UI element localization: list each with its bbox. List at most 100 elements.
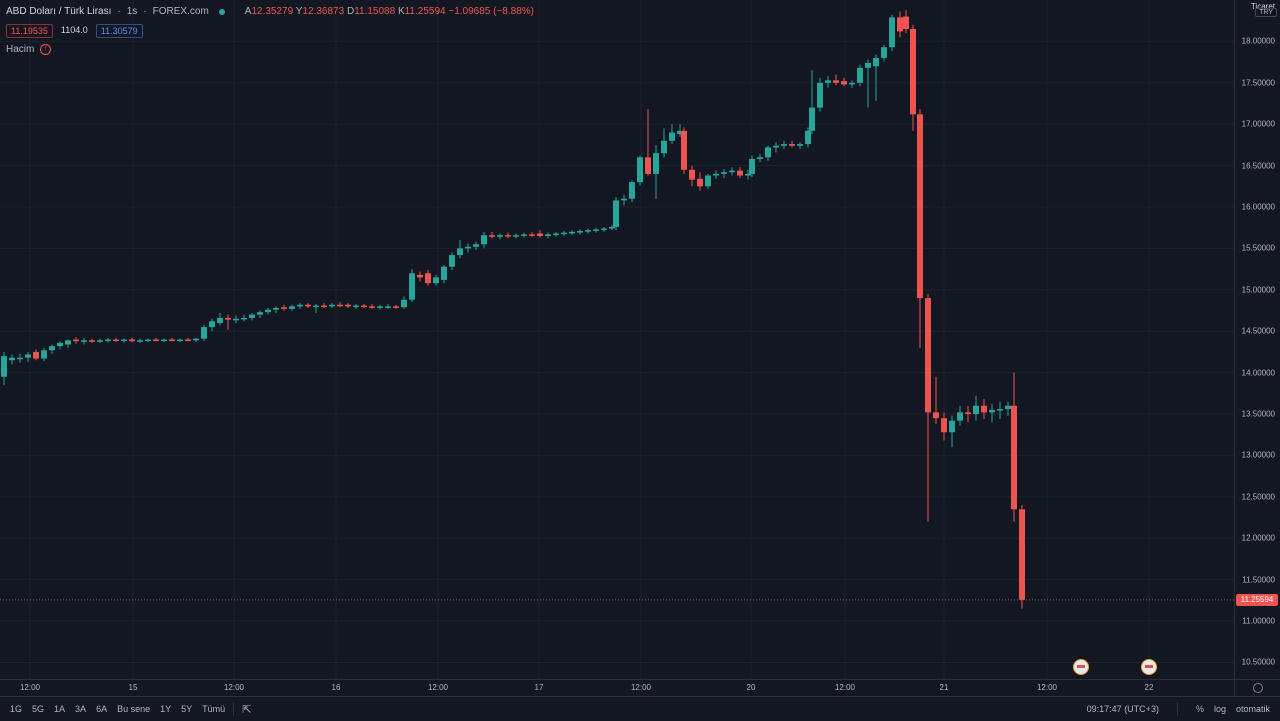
percent-toggle[interactable]: % — [1195, 704, 1204, 714]
candle — [773, 142, 779, 153]
candle — [489, 231, 495, 239]
candle-body — [1005, 405, 1011, 410]
candle — [121, 338, 127, 343]
range-button[interactable]: 3A — [75, 704, 87, 714]
chart-canvas[interactable] — [0, 0, 1234, 679]
range-button[interactable]: 6A — [96, 704, 108, 714]
candle-body — [577, 231, 583, 233]
range-button[interactable]: 1G — [10, 704, 23, 714]
candle — [345, 303, 351, 309]
warning-icon[interactable]: ! — [40, 44, 52, 55]
candle-body — [265, 309, 271, 313]
price-tick-label: 14.00000 — [1241, 368, 1275, 378]
range-button[interactable]: 5G — [32, 704, 45, 714]
candle — [417, 271, 423, 282]
candle-body — [745, 173, 751, 176]
candle — [873, 54, 879, 102]
clock-time[interactable]: 09:17:47 (UTC+3) — [1086, 704, 1159, 714]
candle — [25, 351, 31, 362]
axis-corner[interactable] — [1234, 679, 1280, 696]
range-button[interactable]: 5Y — [181, 704, 193, 714]
candle-body — [297, 304, 303, 307]
price-tick-label: 13.50000 — [1241, 409, 1275, 419]
candle — [401, 296, 407, 309]
candle — [233, 315, 239, 323]
candle-body — [689, 169, 695, 180]
candle — [329, 303, 335, 309]
candle-body — [797, 144, 803, 146]
candle — [849, 80, 855, 88]
candle — [377, 304, 383, 310]
candle — [89, 338, 95, 343]
candle-body — [537, 233, 543, 236]
time-tick-label: 21 — [939, 683, 949, 692]
log-toggle[interactable]: log — [1213, 704, 1226, 714]
candle-body — [473, 244, 479, 247]
candle-body — [889, 17, 895, 48]
price-tick-label: 17.00000 — [1241, 119, 1275, 129]
price-tick-label: 15.00000 — [1241, 285, 1275, 295]
candle — [129, 337, 135, 342]
candle — [497, 233, 503, 240]
candle — [677, 124, 683, 137]
candle — [757, 154, 763, 163]
candle-body — [849, 82, 855, 85]
candle-body — [249, 314, 255, 318]
sell-button[interactable]: 11.19535 — [6, 24, 53, 38]
candle-body — [113, 339, 119, 341]
candle — [201, 324, 207, 342]
candle — [681, 127, 687, 174]
candle — [637, 155, 643, 186]
range-button[interactable]: Bu sene — [117, 704, 151, 714]
currency-button[interactable]: TRY — [1255, 8, 1277, 17]
range-button[interactable]: 1A — [54, 704, 66, 714]
candle-body — [145, 339, 151, 341]
candle — [465, 243, 471, 253]
economic-event-1-icon[interactable] — [1073, 659, 1089, 675]
settings-circle-icon[interactable] — [1253, 683, 1263, 693]
candle — [729, 167, 735, 176]
candle — [257, 310, 263, 318]
candle — [305, 303, 311, 309]
price-axis[interactable]: Ticaret TRY 18.00000 17.50000 17.00000 16.5… — [1234, 0, 1280, 679]
candle — [193, 337, 199, 342]
candle — [903, 9, 909, 34]
range-button[interactable]: Tümü — [202, 704, 226, 714]
candle-body — [9, 357, 15, 361]
close-label: K — [397, 6, 405, 17]
candle-body — [553, 233, 559, 236]
go-to-date-icon[interactable]: ⇱ — [242, 703, 252, 716]
candle-body — [903, 16, 909, 29]
candle — [161, 338, 167, 342]
candle-body — [305, 304, 311, 307]
candle-body — [385, 306, 391, 308]
buy-button[interactable]: 11.30579 — [95, 24, 143, 38]
low-label: D — [346, 6, 355, 17]
price-chart[interactable] — [0, 0, 1234, 679]
candle-body — [177, 339, 183, 341]
time-tick-label: 22 — [1144, 683, 1154, 692]
candle-body — [481, 235, 487, 245]
candle-body — [981, 405, 987, 413]
time-axis[interactable]: 12:00 15 12:00 16 12:00 17 12:00 20 12:00 21 12:00… — [0, 679, 1234, 696]
candle — [973, 395, 979, 421]
candle-body — [129, 339, 135, 342]
candle-body — [65, 340, 71, 345]
candle — [433, 274, 439, 286]
economic-event-2-icon[interactable] — [1141, 659, 1157, 675]
candle-body — [809, 107, 815, 131]
interval-label[interactable]: 1s — [126, 6, 138, 17]
candle-body — [789, 144, 795, 146]
candle-body — [425, 273, 431, 284]
candle — [169, 337, 175, 342]
candle-body — [965, 412, 971, 415]
auto-toggle[interactable]: otomatik — [1235, 704, 1270, 714]
symbol-title[interactable]: ABD Doları / Türk Lirası — [6, 6, 112, 17]
candle-body — [645, 157, 651, 174]
candle-body — [681, 130, 687, 170]
volume-study-label[interactable]: Hacim — [6, 44, 35, 55]
ohlc-values: A12.35279 Y12.36873 D11.15088 K11.25594 … — [245, 6, 534, 17]
candle-body — [545, 234, 551, 236]
range-button[interactable]: 1Y — [160, 704, 172, 714]
bottom-toolbar: 1G 5G 1A 3A 6A Bu sene 1Y 5Y Tümü ⇱ 09:17:47 (UT… — [0, 696, 1280, 721]
